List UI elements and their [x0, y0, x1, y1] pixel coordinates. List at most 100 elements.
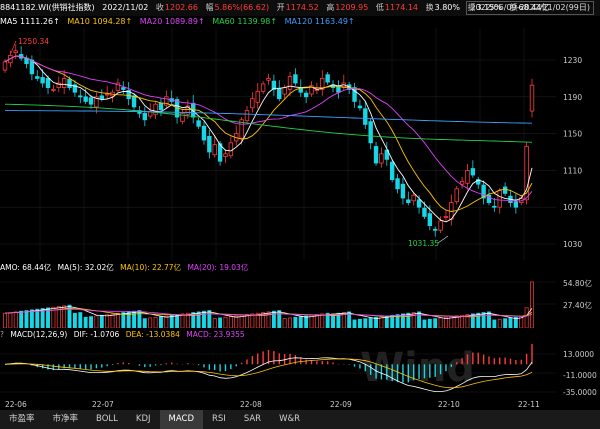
amo-bar	[417, 311, 422, 328]
tab-boll[interactable]: BOLL	[96, 414, 118, 424]
candle-body	[126, 89, 131, 100]
candle-body	[239, 119, 244, 139]
amo-bar	[282, 318, 287, 328]
amo-chart[interactable]: 54.80亿 27.40亿	[0, 274, 600, 328]
amo-bar	[266, 311, 271, 328]
amo-bar	[228, 316, 233, 328]
price-tick: 1070	[563, 203, 582, 212]
tab-wr[interactable]: W&R	[279, 414, 301, 424]
indicator-tabs: 市盈率 市净率 BOLL KDJ MACD RSI SAR W&R	[0, 410, 600, 429]
amo-ma10: MA(10): 22.77亿	[120, 263, 182, 272]
amo-bar	[115, 312, 120, 328]
turnover-value: 3.80%	[434, 3, 460, 12]
ma10-line	[4, 55, 533, 212]
amo-bar	[35, 308, 40, 328]
amo-bar	[40, 308, 45, 328]
tab-pe[interactable]: 市盈率	[9, 414, 35, 424]
tab-sar[interactable]: SAR	[243, 414, 262, 424]
amo-bar	[427, 318, 432, 328]
turnover-label: 换	[425, 3, 434, 12]
amo-bar	[62, 305, 67, 328]
amo-bar	[481, 312, 486, 328]
close-label: 收	[155, 3, 164, 12]
macd-dea-line	[4, 358, 533, 389]
amo-legend: AMO: 68.44亿 MA(5): 32.02亿 MA(10): 22.77亿…	[0, 262, 560, 274]
candle-body	[180, 112, 185, 123]
amo-bar	[438, 317, 443, 328]
amo-bar	[212, 318, 217, 328]
low-annotation: 1031.35	[408, 239, 439, 248]
candle-body	[61, 78, 67, 89]
amo-bar	[400, 313, 405, 328]
quote-header: 8841182.WI(供销社指数) 2022/11/02 收1202.66 幅5…	[0, 0, 600, 16]
candle-body	[228, 142, 234, 157]
tab-pb[interactable]: 市净率	[52, 414, 79, 424]
amo-bar	[169, 314, 174, 328]
candle-body	[438, 220, 443, 231]
candle-body	[271, 80, 277, 90]
tab-macd[interactable]: MACD	[159, 410, 203, 429]
security-code: 8841182.WI(供销社指数)	[0, 3, 95, 12]
amo-bar	[29, 309, 34, 328]
ma60-line	[4, 103, 533, 143]
amo-bar	[19, 310, 24, 328]
candle-body	[373, 146, 379, 164]
candle-body	[83, 96, 88, 102]
candle-body	[293, 74, 298, 84]
candle-body	[158, 102, 164, 111]
amo-bar	[126, 311, 131, 328]
amo-bar	[239, 314, 244, 328]
amo-bar	[8, 312, 13, 328]
candle-body	[465, 169, 470, 184]
amo-bar	[89, 316, 93, 328]
price-tick: 1030	[563, 240, 582, 249]
amo-bar	[148, 317, 153, 328]
amo-bar	[347, 311, 352, 328]
wind-watermark: Wind	[360, 345, 475, 391]
price-chart[interactable]: 1230 1190 1150 1110 1070 1030 1250.34 1031.35	[0, 28, 600, 260]
date-range-selector[interactable]: 2022/06/09-2022/11/02(99日)	[466, 1, 594, 15]
amo-bar	[508, 317, 513, 328]
candle-body	[524, 146, 529, 201]
candle-body	[13, 50, 18, 54]
candle-body	[56, 82, 61, 88]
x-tick-22-10: 22-10	[438, 400, 460, 409]
candle-body	[217, 143, 223, 162]
amo-bar	[67, 304, 72, 328]
change-value: 5.86%(66.62)	[214, 3, 270, 12]
amo-bar	[503, 318, 508, 328]
macd-chart[interactable]: Wind 13.0000 -11.0000 -35.0000	[0, 341, 600, 397]
macd-collapse-icon[interactable]: ?	[0, 330, 4, 339]
open-value: 1174.52	[285, 3, 319, 12]
amo-bar	[3, 312, 7, 328]
macd-legend: ? MACD(12,26,9) DIF: -1.0706 DEA: -13.03…	[0, 329, 560, 341]
candle-body	[481, 184, 486, 199]
macd-dif: DIF: -1.0706	[73, 330, 120, 339]
price-tick: 1110	[563, 166, 582, 175]
candle-body	[40, 77, 45, 84]
candle-body	[196, 120, 201, 127]
amo-ma5-line	[4, 306, 533, 320]
candle-body	[207, 135, 212, 153]
candle-body	[368, 121, 373, 144]
candle-body	[492, 205, 497, 208]
low-value: 1174.14	[384, 3, 419, 12]
candle-body	[142, 112, 148, 121]
amo-value: AMO: 68.44亿	[0, 263, 52, 272]
quote-date: 2022/11/02	[102, 3, 149, 12]
amo-bar	[513, 316, 518, 328]
amo-axis-mid: 27.40亿	[563, 300, 592, 310]
amo-bar	[433, 318, 438, 328]
candle-body	[35, 76, 40, 79]
macd-dea: DEA: -13.0384	[125, 330, 180, 339]
amo-bar	[304, 315, 309, 328]
ma10-legend: MA10 1094.28↑	[67, 17, 133, 26]
candle-body	[277, 88, 282, 100]
candle-body	[2, 61, 8, 71]
tab-rsi[interactable]: RSI	[212, 414, 226, 424]
amo-bar	[158, 316, 163, 328]
amo-bar	[492, 319, 497, 328]
candle-body	[201, 125, 207, 141]
amo-ma20-line	[4, 308, 533, 318]
tab-kdj[interactable]: KDJ	[135, 414, 151, 424]
